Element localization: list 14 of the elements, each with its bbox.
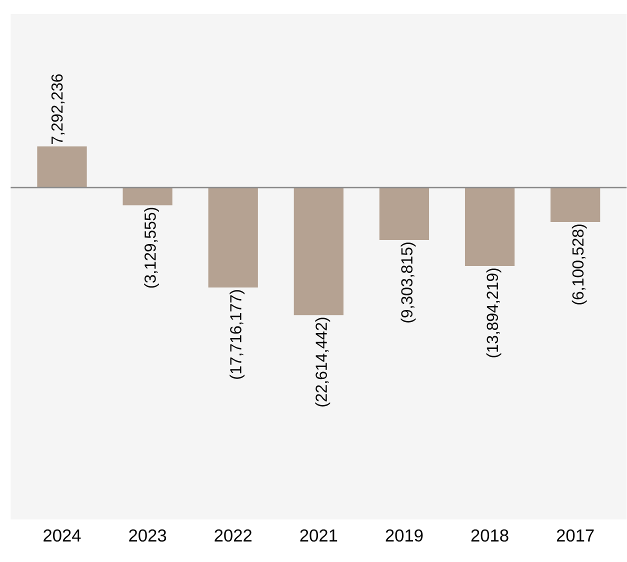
data-label: (13,894,219) xyxy=(486,268,502,358)
x-tick-label: 2023 xyxy=(129,529,166,542)
x-tick-label: 2021 xyxy=(300,529,338,542)
data-label: (3,129,555) xyxy=(144,208,160,288)
x-tick-label: 2018 xyxy=(471,529,508,542)
data-label: (17,716,177) xyxy=(230,290,245,379)
data-label: (9,303,815) xyxy=(400,242,416,322)
x-tick-label: 2017 xyxy=(556,529,594,542)
data-label: 7,292,236 xyxy=(51,74,65,144)
x-tick-label: 2019 xyxy=(386,529,423,542)
data-label: (6,100,528) xyxy=(572,224,587,304)
data-label: (22,614,442) xyxy=(315,318,330,407)
x-tick-label: 2022 xyxy=(214,529,252,542)
x-tick-label: 2024 xyxy=(44,529,81,542)
